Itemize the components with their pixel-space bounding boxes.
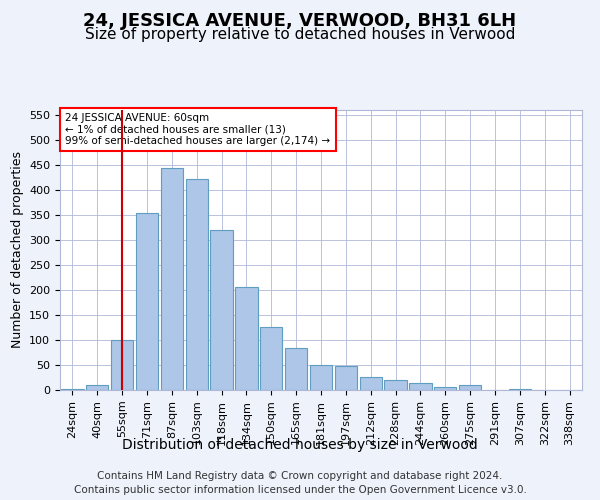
Bar [61,389,83,390]
Bar [235,286,257,390]
Bar [310,365,332,390]
Bar [359,377,382,390]
Bar [185,179,208,390]
Text: 24 JESSICA AVENUE: 60sqm
← 1% of detached houses are smaller (13)
99% of semi-de: 24 JESSICA AVENUE: 60sqm ← 1% of detache… [65,113,331,146]
Text: Contains public sector information licensed under the Open Government Licence v3: Contains public sector information licen… [74,485,526,495]
Bar [86,385,109,390]
Bar [136,212,158,390]
Text: 24, JESSICA AVENUE, VERWOOD, BH31 6LH: 24, JESSICA AVENUE, VERWOOD, BH31 6LH [83,12,517,30]
Text: Contains HM Land Registry data © Crown copyright and database right 2024.: Contains HM Land Registry data © Crown c… [97,471,503,481]
Bar [335,366,357,390]
Bar [509,389,531,390]
Bar [385,380,407,390]
Bar [161,168,183,390]
Y-axis label: Number of detached properties: Number of detached properties [11,152,23,348]
Text: Distribution of detached houses by size in Verwood: Distribution of detached houses by size … [122,438,478,452]
Bar [111,340,133,390]
Text: Size of property relative to detached houses in Verwood: Size of property relative to detached ho… [85,28,515,42]
Bar [211,230,233,390]
Bar [459,385,481,390]
Bar [260,326,283,390]
Bar [409,382,431,390]
Bar [434,387,457,390]
Bar [285,348,307,390]
